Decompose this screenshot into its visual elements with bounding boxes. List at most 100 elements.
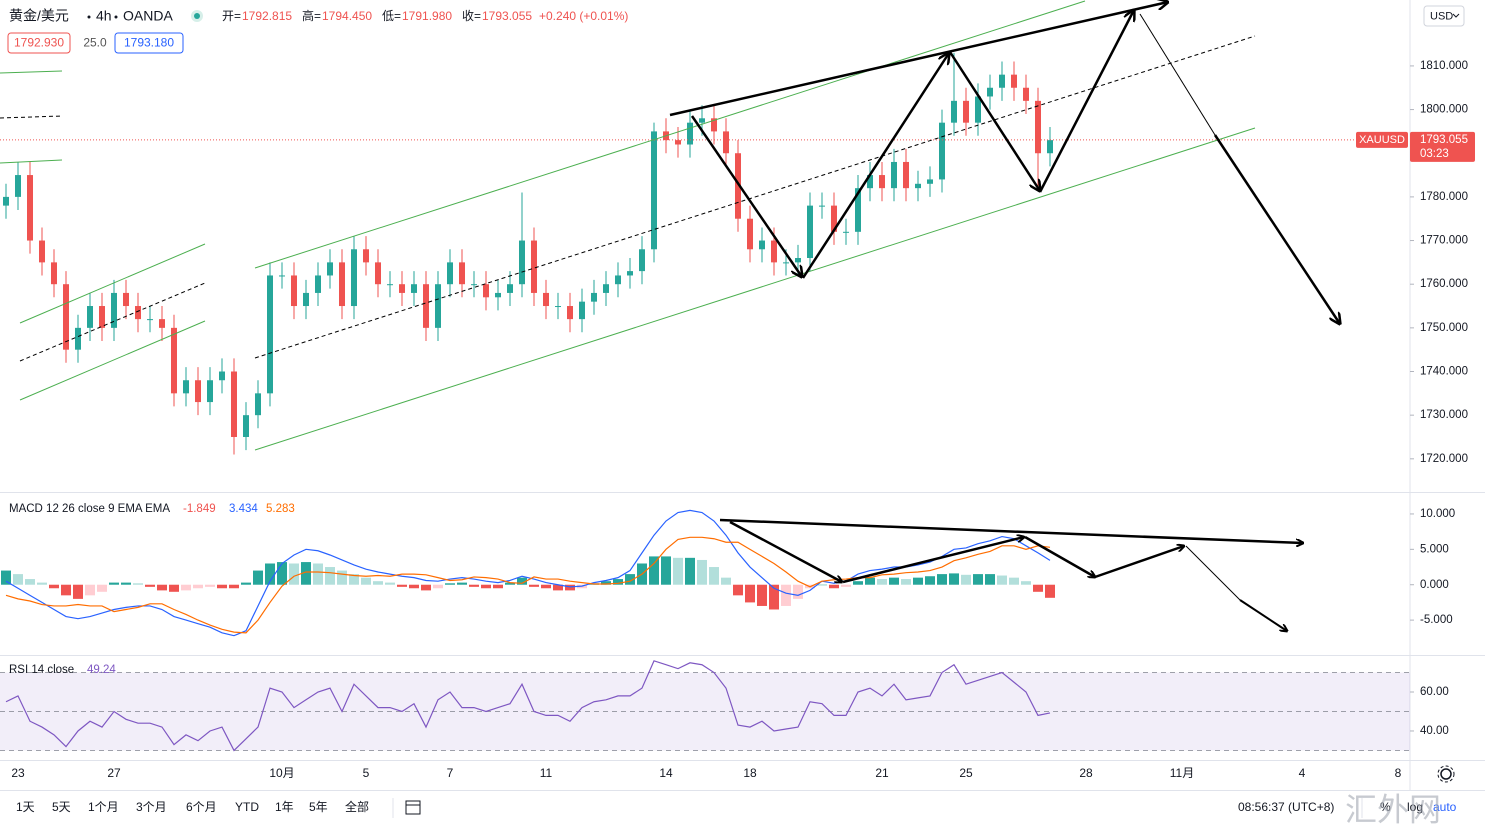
x-tick-label: 10月 xyxy=(269,766,294,780)
candle-body xyxy=(579,301,585,320)
histogram-bar xyxy=(661,556,671,585)
histogram-bar xyxy=(529,584,539,587)
range-button[interactable]: YTD xyxy=(235,800,259,814)
histogram-bar xyxy=(481,584,491,589)
histogram-bar xyxy=(85,584,95,596)
rsi-line xyxy=(5,660,1051,752)
histogram-bar xyxy=(385,582,395,585)
macd-trend-arrow xyxy=(719,518,1303,543)
histogram-bar xyxy=(601,581,611,585)
candle-body xyxy=(819,205,825,207)
candle-body xyxy=(39,240,45,263)
candle-body xyxy=(339,262,345,307)
range-button[interactable]: 1个月 xyxy=(88,800,119,814)
y-tick-label: 60.00 xyxy=(1420,686,1449,698)
y-tick-label: 1810.000 xyxy=(1420,60,1468,72)
y-tick-label: 1750.000 xyxy=(1420,322,1468,334)
y-tick-label: 1730.000 xyxy=(1420,409,1468,421)
macd-wave-arrow xyxy=(729,520,842,582)
x-tick-label: 23 xyxy=(11,766,25,780)
candle-body xyxy=(219,371,225,381)
range-button[interactable]: 6个月 xyxy=(186,800,217,814)
candle-body xyxy=(243,415,249,437)
candle-body xyxy=(471,284,477,286)
histogram-bar xyxy=(409,584,419,589)
percent-toggle[interactable]: % xyxy=(1380,800,1391,814)
histogram-bar xyxy=(913,577,923,585)
candle-body xyxy=(87,306,93,328)
gear-teeth[interactable] xyxy=(1437,765,1455,783)
marks-layer: 1720.000 1730.000 1740.000 1750.000 1760.000… xyxy=(0,52,1475,780)
histogram-bar xyxy=(193,584,203,589)
watermark: 汇外网 xyxy=(1345,791,1441,827)
spread: 25.0 xyxy=(83,36,107,50)
range-button[interactable]: 5天 xyxy=(52,800,71,814)
log-toggle[interactable]: log xyxy=(1407,800,1423,814)
histogram-bar xyxy=(157,584,167,591)
histogram-bar xyxy=(169,584,179,592)
candle-body xyxy=(111,292,117,328)
currency-button[interactable] xyxy=(1423,5,1465,27)
histogram-bar xyxy=(301,562,311,585)
auto-toggle[interactable]: auto xyxy=(1433,800,1457,814)
histogram-bar xyxy=(1021,581,1031,585)
histogram-bar xyxy=(1045,584,1055,598)
range-button[interactable]: 1年 xyxy=(275,800,294,814)
x-tick-label: 21 xyxy=(875,766,889,780)
buy-box[interactable] xyxy=(114,32,184,54)
histogram-bar xyxy=(973,574,983,585)
dropdown-caret[interactable] xyxy=(1452,13,1460,18)
sell-price[interactable]: 1792.930 xyxy=(14,36,64,50)
icon-frame[interactable] xyxy=(405,800,421,815)
histogram-bar xyxy=(565,584,575,591)
channel-line xyxy=(19,243,206,324)
candle-body xyxy=(747,218,753,250)
stat-label: 收= xyxy=(462,9,481,23)
header: 黄金/美元 4h OANDA 1792.930 25.0 1793.180 +0… xyxy=(7,5,1465,54)
range-button[interactable]: 1天 xyxy=(16,800,35,814)
histogram-bar xyxy=(457,582,467,585)
range-button[interactable]: 5年 xyxy=(309,800,328,814)
candle-body xyxy=(303,292,309,307)
histogram-bar xyxy=(517,577,527,585)
histogram-bar xyxy=(73,584,83,599)
histogram-bar xyxy=(133,583,143,585)
range-button[interactable]: 3个月 xyxy=(136,800,167,814)
candle-body xyxy=(879,175,885,189)
histogram-bar xyxy=(421,584,431,591)
histogram-bar xyxy=(673,557,683,585)
histogram-bar xyxy=(361,577,371,585)
candle-body xyxy=(831,205,837,232)
goto-date-icon[interactable] xyxy=(405,800,421,815)
histogram-bar xyxy=(901,579,911,585)
candle-body xyxy=(447,262,453,285)
histogram-bar xyxy=(121,582,131,585)
buy-price[interactable]: 1793.180 xyxy=(124,36,174,50)
candle-body xyxy=(231,371,237,437)
histogram-bar xyxy=(697,559,707,585)
candle-body xyxy=(795,258,801,263)
settings-icon[interactable] xyxy=(1437,765,1455,783)
x-tick-label: 7 xyxy=(447,766,454,780)
histogram-bar xyxy=(829,584,839,589)
macd-wave-arrow xyxy=(842,537,1024,584)
sell-box[interactable] xyxy=(7,32,71,54)
histogram-bar xyxy=(985,574,995,585)
candle-body xyxy=(3,196,9,206)
histogram-bar xyxy=(181,584,191,591)
candle-body xyxy=(615,275,621,285)
currency[interactable]: USD xyxy=(1430,10,1453,22)
drawings xyxy=(0,1,1340,631)
candle-body xyxy=(591,292,597,302)
macd-forecast-arrow xyxy=(1239,599,1287,631)
histogram-bar xyxy=(997,575,1007,585)
forecast-line xyxy=(1139,13,1216,136)
histogram-bar xyxy=(649,556,659,585)
histogram-bar xyxy=(961,574,971,585)
candle-body xyxy=(843,231,849,233)
candle-body xyxy=(711,118,717,132)
range-button[interactable]: 全部 xyxy=(345,799,369,814)
gear[interactable] xyxy=(1440,768,1452,780)
candle-body xyxy=(363,249,369,263)
